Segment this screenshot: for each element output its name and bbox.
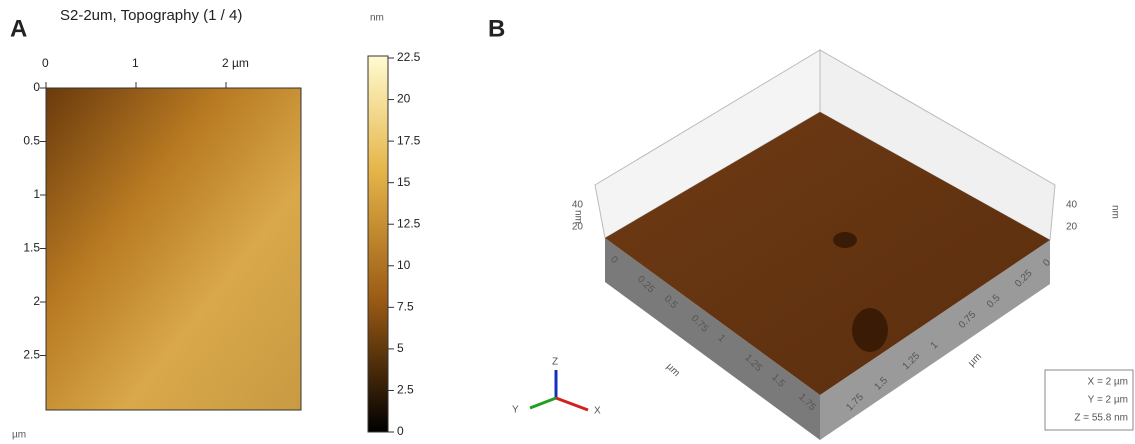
- axis-unit: µm: [966, 351, 984, 369]
- panel-label: A: [10, 15, 27, 42]
- triad-label: Z: [552, 357, 558, 368]
- info-text: X = 2 µm: [1088, 377, 1129, 388]
- colorbar-tick-label: 7.5: [397, 300, 414, 314]
- colorbar-unit: nm: [370, 13, 384, 24]
- y-tick-label: 2.5: [23, 348, 40, 362]
- triad-y: [529, 396, 557, 410]
- z-tick-label: 20: [572, 222, 584, 233]
- x-tick-label: 1: [132, 56, 139, 70]
- colorbar-tick-label: 20: [397, 92, 411, 106]
- colorbar-tick-label: 17.5: [397, 133, 421, 147]
- side-left: [605, 238, 820, 440]
- y-tick-label: 0: [33, 80, 40, 94]
- surface: [605, 112, 1050, 395]
- y-unit: µm: [12, 430, 26, 441]
- y-tick-label: 2: [33, 294, 40, 308]
- colorbar-tick-label: 0: [397, 424, 404, 438]
- triad-label: X: [594, 406, 601, 417]
- info-text: Z = 55.8 nm: [1074, 413, 1128, 424]
- info-box: [1044, 369, 1134, 431]
- axis-unit: µm: [664, 361, 682, 379]
- info-text: Y = 2 µm: [1088, 395, 1128, 406]
- colorbar-tick-label: 22.5: [397, 50, 421, 64]
- z-unit: nm: [572, 210, 583, 224]
- z-tick-label: 40: [1066, 200, 1078, 211]
- colorbar: [367, 55, 389, 433]
- colorbar-tick-label: 5: [397, 341, 404, 355]
- z-tick-label: 40: [572, 200, 584, 211]
- y-tick-label: 0.5: [23, 134, 40, 148]
- z-tick-label: 20: [1066, 222, 1078, 233]
- topography-image: [45, 87, 302, 411]
- z-unit: nm: [1109, 205, 1120, 219]
- triad-x: [555, 396, 589, 412]
- triad-label: Y: [512, 405, 519, 416]
- panel-label: B: [488, 15, 505, 42]
- y-tick-label: 1: [33, 187, 40, 201]
- surface-feature: [833, 232, 857, 248]
- colorbar-tick-label: 2.5: [397, 383, 414, 397]
- x-tick-label: 2 µm: [222, 56, 249, 70]
- image-title: S2-2um, Topography (1 / 4): [60, 7, 242, 24]
- x-tick-label: 0: [42, 56, 49, 70]
- colorbar-tick-label: 12.5: [397, 216, 421, 230]
- colorbar-tick-label: 15: [397, 175, 411, 189]
- colorbar-tick-label: 10: [397, 258, 411, 272]
- surface-feature: [852, 308, 888, 352]
- side-right: [820, 240, 1050, 440]
- y-tick-label: 1.5: [23, 241, 40, 255]
